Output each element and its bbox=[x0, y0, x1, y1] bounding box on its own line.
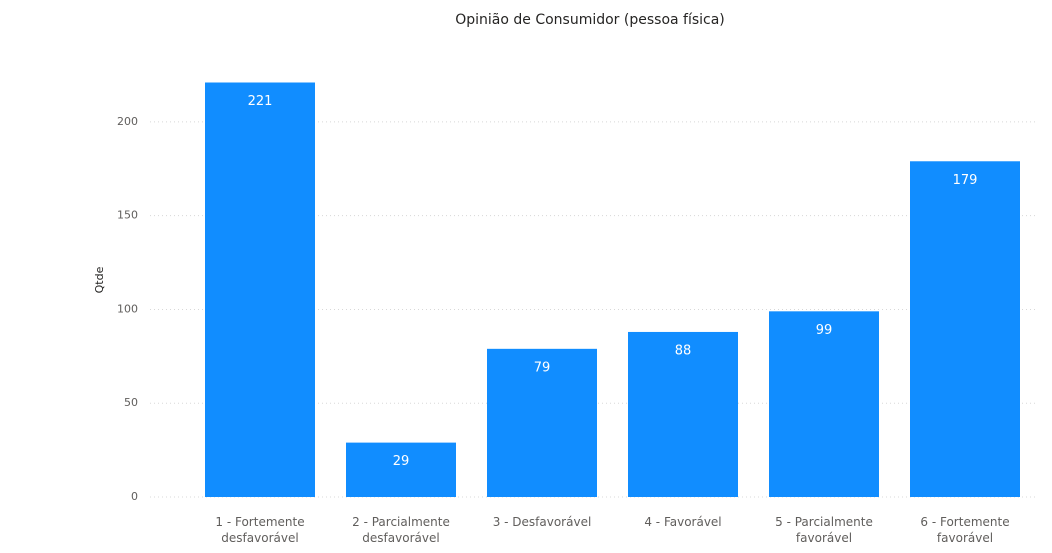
data-label: 221 bbox=[248, 94, 273, 109]
y-tick-label: 150 bbox=[117, 209, 138, 222]
data-label: 29 bbox=[393, 454, 410, 469]
y-tick-label: 100 bbox=[117, 302, 138, 315]
data-label: 88 bbox=[675, 343, 692, 358]
bar bbox=[487, 348, 597, 497]
bar bbox=[769, 311, 879, 497]
x-tick-label: 2 - Parcialmente desfavorável bbox=[352, 515, 450, 545]
data-label: 99 bbox=[816, 323, 833, 338]
bar bbox=[910, 161, 1020, 497]
y-tick-label: 0 bbox=[131, 490, 138, 503]
bar bbox=[628, 331, 738, 497]
x-tick-label: 1 - Fortemente desfavorável bbox=[215, 515, 305, 545]
y-axis-label: Qtde bbox=[93, 266, 106, 293]
y-tick-label: 200 bbox=[117, 115, 138, 128]
chart-title: Opinião de Consumidor (pessoa física) bbox=[455, 12, 725, 28]
bar bbox=[205, 82, 315, 497]
bar bbox=[346, 442, 456, 497]
data-label: 79 bbox=[534, 360, 551, 375]
x-tick-label: 4 - Favorável bbox=[644, 515, 722, 529]
x-tick-label: 6 - Fortemente favorável bbox=[920, 515, 1010, 545]
x-tick-label: 3 - Desfavorável bbox=[492, 515, 592, 529]
data-label: 179 bbox=[953, 173, 978, 188]
x-tick-label: 5 - Parcialmente favorável bbox=[775, 515, 873, 545]
y-tick-label: 50 bbox=[124, 396, 138, 409]
